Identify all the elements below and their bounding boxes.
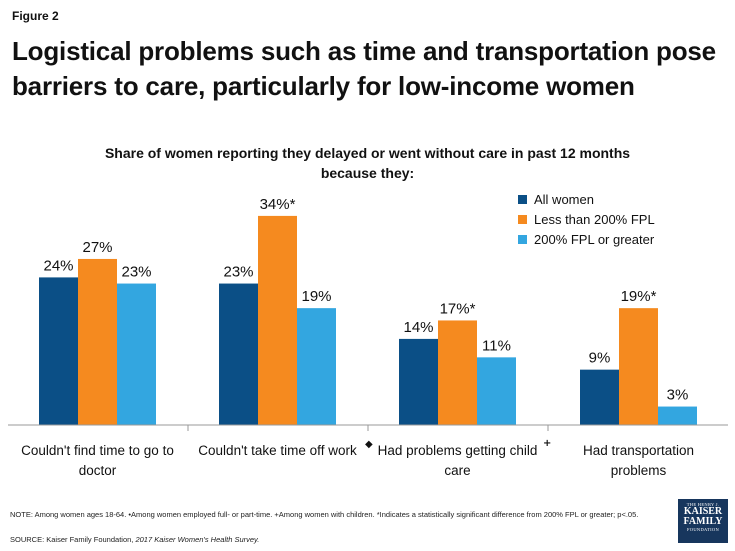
bar-high-1 bbox=[297, 308, 336, 425]
category-label: Had transportation bbox=[583, 443, 694, 458]
chart-title-line-2: because they: bbox=[320, 165, 415, 181]
chart-title-line-1: Share of women reporting they delayed or… bbox=[104, 145, 631, 161]
figure-label: Figure 2 bbox=[12, 9, 59, 23]
category-label: Had problems getting child bbox=[378, 443, 538, 458]
data-label: 23% bbox=[121, 264, 151, 281]
legend-label: All women bbox=[534, 191, 594, 207]
data-label: 11% bbox=[482, 337, 511, 354]
category-label: problems bbox=[611, 463, 667, 478]
kff-logo: THE HENRY J. KAISER FAMILY FOUNDATION bbox=[678, 499, 728, 543]
legend-label: Less than 200% FPL bbox=[534, 211, 655, 227]
legend-item-low-fpl: Less than 200% FPL bbox=[518, 209, 655, 229]
title-line-2: barriers to care, particularly for low-i… bbox=[12, 71, 635, 101]
legend-item-all-women: All women bbox=[518, 189, 655, 209]
category-label: doctor bbox=[79, 463, 117, 478]
bar-all-1 bbox=[219, 283, 258, 425]
title-line-1: Logistical problems such as time and tra… bbox=[12, 36, 716, 66]
data-label: 19% bbox=[301, 288, 331, 305]
data-label: 17%* bbox=[440, 300, 476, 317]
data-label: 19%* bbox=[621, 288, 657, 305]
data-label: 34%* bbox=[260, 196, 296, 213]
bar-all-3 bbox=[580, 369, 619, 425]
category-marker: ◆ bbox=[365, 439, 373, 450]
bar-high-0 bbox=[117, 283, 156, 425]
legend-label: 200% FPL or greater bbox=[534, 231, 655, 247]
bar-low-3 bbox=[619, 308, 658, 425]
footnote-source: SOURCE: Kaiser Family Foundation, 2017 K… bbox=[10, 535, 259, 544]
data-label: 3% bbox=[667, 387, 689, 404]
logo-line-3: FOUNDATION bbox=[687, 527, 719, 532]
logo-line-2b: FAMILY bbox=[683, 516, 723, 527]
bar-all-0 bbox=[39, 277, 78, 425]
page-title: Logistical problems such as time and tra… bbox=[12, 34, 727, 104]
chart-legend: All women Less than 200% FPL 200% FPL or… bbox=[518, 189, 655, 249]
data-label: 27% bbox=[82, 239, 112, 256]
legend-swatch-low bbox=[518, 214, 527, 224]
data-label: 14% bbox=[403, 319, 433, 336]
data-label: 9% bbox=[589, 350, 611, 367]
category-label: Couldn't find time to go to bbox=[21, 443, 174, 458]
bar-low-2 bbox=[438, 320, 477, 425]
legend-item-high-fpl: 200% FPL or greater bbox=[518, 229, 655, 249]
category-label: care bbox=[444, 463, 470, 478]
data-label: 23% bbox=[223, 264, 253, 281]
footnote-note: NOTE: Among women ages 18-64. •Among wom… bbox=[10, 510, 639, 519]
logo-line-2a: KAISER bbox=[683, 506, 723, 517]
bar-low-1 bbox=[258, 215, 297, 425]
bar-all-2 bbox=[399, 338, 438, 425]
legend-swatch-high bbox=[518, 234, 527, 244]
chart-title: Share of women reporting they delayed or… bbox=[0, 143, 735, 183]
bar-high-3 bbox=[658, 406, 697, 425]
bar-low-0 bbox=[78, 258, 117, 425]
bar-chart: 24% 27% 23% Couldn't find time to go to doct… bbox=[8, 196, 728, 478]
data-label: 24% bbox=[43, 257, 73, 274]
category-marker: + bbox=[543, 438, 551, 449]
source-prefix: SOURCE: Kaiser Family Foundation, bbox=[10, 535, 136, 544]
bar-high-2 bbox=[477, 357, 516, 425]
legend-swatch-all bbox=[518, 194, 527, 204]
source-survey: 2017 Kaiser Women's Health Survey. bbox=[135, 535, 260, 544]
logo-line-1: THE HENRY J. bbox=[686, 502, 720, 507]
category-label: Couldn't take time off work bbox=[198, 443, 357, 458]
